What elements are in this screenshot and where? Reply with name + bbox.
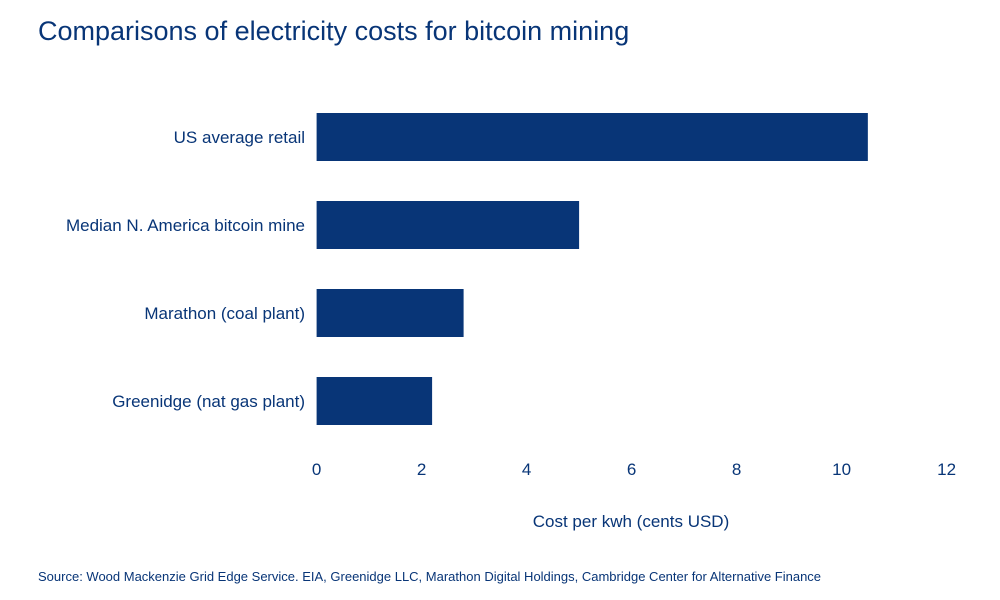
x-tick-label: 12 bbox=[937, 460, 956, 479]
chart-title: Comparisons of electricity costs for bit… bbox=[38, 16, 630, 46]
x-tick-label: 2 bbox=[417, 460, 426, 479]
source-note: Source: Wood Mackenzie Grid Edge Service… bbox=[38, 569, 822, 584]
category-label: Median N. America bitcoin mine bbox=[66, 216, 305, 235]
bar bbox=[316, 201, 580, 249]
category-label: Marathon (coal plant) bbox=[144, 304, 305, 323]
x-axis-label: Cost per kwh (cents USD) bbox=[533, 512, 730, 531]
bar bbox=[316, 113, 868, 161]
bar bbox=[316, 289, 464, 337]
x-tick-label: 6 bbox=[627, 460, 636, 479]
x-tick-label: 8 bbox=[732, 460, 741, 479]
x-tick-label: 0 bbox=[312, 460, 321, 479]
category-label: Greenidge (nat gas plant) bbox=[112, 392, 305, 411]
bar bbox=[316, 377, 433, 425]
x-tick-label: 10 bbox=[832, 460, 851, 479]
category-label: US average retail bbox=[174, 128, 305, 147]
x-tick-label: 4 bbox=[522, 460, 531, 479]
